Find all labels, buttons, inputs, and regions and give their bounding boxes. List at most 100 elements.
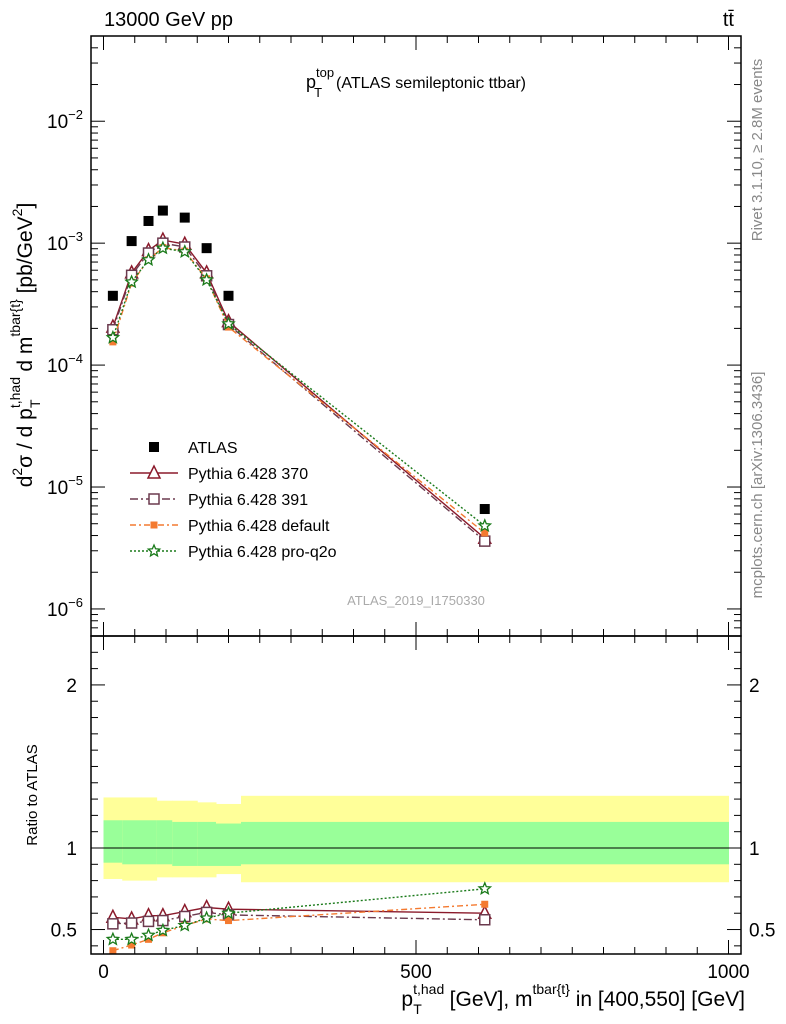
y-tick-label-right: 1 [749, 839, 760, 860]
legend-label: Pythia 6.428 391 [188, 492, 308, 509]
data-point [107, 290, 118, 301]
x-axis-label: pt,had T [GeV], mtbar{t} in [400,550] [Ge… [401, 981, 745, 1017]
data-point [179, 212, 190, 223]
y-tick-label: 2 [66, 676, 77, 697]
uncertainty-bands [103, 795, 729, 883]
data-point [225, 917, 232, 925]
series-line [112, 239, 486, 539]
data-point [145, 935, 152, 943]
legend-label: Pythia 6.428 pro-q2o [188, 544, 337, 561]
data-point [199, 910, 214, 925]
y-tick-label: 10−3 [47, 229, 83, 255]
data-point [105, 329, 121, 344]
y-tick-label-right: 2 [749, 676, 760, 697]
data-point [107, 918, 119, 930]
data-point [481, 900, 489, 908]
data-point [221, 316, 236, 331]
data-point [155, 240, 171, 255]
process-label: tt̄ [723, 9, 735, 31]
watermark: ATLAS_2019_I1750330 [347, 593, 485, 608]
legend-item: Pythia 6.428 370 [130, 464, 308, 483]
data-point [141, 927, 156, 942]
ratio-series-pythia-6-428-default [109, 900, 489, 955]
legend-item: Pythia 6.428 391 [130, 492, 308, 509]
inner-band [172, 821, 198, 866]
data-point [126, 236, 137, 247]
x-tick-label: 1000 [707, 962, 749, 983]
x-tick-label: 500 [400, 962, 432, 983]
legend-label: Pythia 6.428 370 [188, 466, 308, 483]
data-point [124, 931, 139, 946]
legend-item: ATLAS [149, 440, 238, 457]
data-point [109, 338, 117, 346]
data-point [157, 205, 168, 216]
legend-marker [146, 543, 162, 558]
legend-label: Pythia 6.428 default [188, 518, 330, 535]
y-tick-label: 1 [66, 839, 77, 860]
inner-band [241, 821, 729, 865]
legend-label: ATLAS [188, 440, 238, 457]
data-point [124, 274, 139, 289]
data-point [481, 529, 489, 537]
data-point [477, 881, 493, 895]
data-point [143, 215, 154, 226]
legend: ATLAS Pythia 6.428 370 Pythia 6.428 391 Pyt… [130, 440, 337, 561]
y-tick-label: 10−6 [47, 595, 83, 621]
y-tick-label: 10−4 [47, 351, 83, 377]
x-tick-label: 0 [98, 962, 109, 983]
data-point [142, 915, 155, 928]
legend-marker [146, 464, 162, 479]
ratio-series-pythia-6-428-391 [107, 906, 491, 930]
data-point [177, 244, 193, 258]
series-line [112, 906, 485, 920]
inner-band [141, 820, 158, 865]
ratio-y-axis-label: Ratio to ATLAS [24, 744, 41, 845]
ratio-panel: 0.5 0.5 1 1 2 2 0 500 1000 Ratio to ATLAS pt,had… [24, 635, 775, 1017]
data-point [479, 504, 490, 515]
y-tick-label-right: 0.5 [749, 921, 775, 942]
series-line [112, 247, 486, 527]
series-line [112, 903, 485, 952]
inner-band [103, 820, 123, 863]
legend-marker [150, 521, 158, 529]
data-point [199, 272, 214, 287]
main-plot-title: ptop T(ATLAS semileptonic ttbar) [306, 65, 526, 100]
data-point [105, 931, 121, 946]
legend-marker [148, 493, 160, 505]
data-point [141, 252, 156, 267]
data-point [109, 947, 117, 955]
rivet-label: Rivet 3.1.10, ≥ 2.8M events [749, 59, 766, 242]
series-line [112, 246, 486, 534]
data-point [201, 243, 212, 254]
y-tick-label: 0.5 [51, 921, 77, 942]
main-panel: 10−6 10−5 10−4 10−3 10−2 ptop T(ATLAS semilep… [7, 35, 742, 637]
mcplots-label: mcplots.cern.ch [arXiv:1306.3436] [749, 372, 766, 599]
ratio-frame [90, 635, 742, 955]
main-y-axis-label: d2σ / d pt,had T d mtbar{t} [pb/GeV2] [7, 203, 43, 488]
series-line [112, 242, 486, 542]
data-point [223, 290, 234, 301]
data-point [479, 535, 491, 547]
data-point [221, 905, 236, 920]
inner-band [216, 823, 242, 866]
data-point [125, 917, 138, 929]
y-tick-label: 10−5 [47, 473, 83, 499]
data-point [155, 922, 171, 937]
legend-item: Pythia 6.428 default [130, 518, 330, 535]
data-point [128, 941, 136, 949]
inner-band [122, 820, 142, 865]
main-series-atlas [107, 205, 490, 515]
inner-band [156, 820, 173, 865]
y-tick-label: 10−2 [47, 107, 83, 133]
main-series-pythia-6-428-pro-q2o [105, 240, 493, 533]
data-point [479, 914, 491, 926]
energy-label: 13000 GeV pp [104, 9, 233, 31]
inner-band [197, 821, 217, 866]
data-point [477, 518, 493, 533]
legend-marker [149, 442, 159, 452]
legend-item: Pythia 6.428 pro-q2o [130, 543, 337, 561]
